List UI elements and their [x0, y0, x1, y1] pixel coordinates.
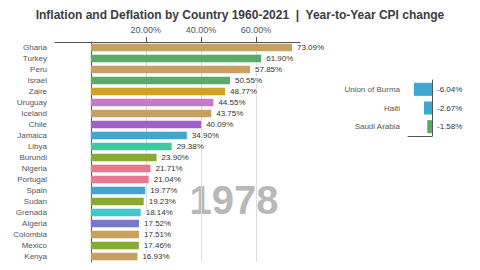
svg-text:61.90%: 61.90% [266, 54, 293, 63]
svg-text:Kenya: Kenya [24, 252, 47, 261]
svg-text:Zaire: Zaire [29, 87, 48, 96]
svg-text:Israel: Israel [27, 76, 47, 85]
svg-text:48.77%: 48.77% [230, 87, 257, 96]
svg-text:40.09%: 40.09% [206, 120, 233, 129]
svg-text:Chile: Chile [29, 120, 48, 129]
svg-text:60.00%: 60.00% [241, 25, 272, 35]
svg-text:Turkey: Turkey [23, 54, 47, 63]
svg-text:29.38%: 29.38% [177, 142, 204, 151]
svg-text:17.52%: 17.52% [144, 219, 171, 228]
svg-text:1978: 1978 [190, 178, 279, 222]
svg-text:40.00%: 40.00% [186, 25, 217, 35]
svg-text:20.00%: 20.00% [131, 25, 162, 35]
svg-text:-6.04%: -6.04% [437, 85, 462, 94]
svg-text:Jamaica: Jamaica [17, 131, 47, 140]
svg-text:Uruguay: Uruguay [17, 98, 47, 107]
svg-text:Nigeria: Nigeria [22, 164, 48, 173]
svg-text:21.04%: 21.04% [154, 175, 181, 184]
svg-text:34.90%: 34.90% [192, 131, 219, 140]
svg-text:Haiti: Haiti [384, 104, 400, 113]
svg-text:50.55%: 50.55% [235, 76, 262, 85]
svg-text:Burundi: Burundi [19, 153, 47, 162]
svg-text:Grenada: Grenada [16, 208, 48, 217]
svg-text:-1.58%: -1.58% [437, 122, 462, 131]
svg-text:44.55%: 44.55% [218, 98, 245, 107]
svg-text:Union of Burma: Union of Burma [344, 85, 400, 94]
svg-text:43.75%: 43.75% [216, 109, 243, 118]
svg-text:73.09%: 73.09% [297, 43, 324, 52]
svg-text:21.71%: 21.71% [156, 164, 183, 173]
svg-text:Iceland: Iceland [21, 109, 47, 118]
svg-text:Libya: Libya [28, 142, 48, 151]
svg-text:Spain: Spain [27, 186, 47, 195]
svg-text:17.46%: 17.46% [144, 241, 171, 250]
svg-text:Colombia: Colombia [13, 230, 47, 239]
svg-text:Algeria: Algeria [22, 219, 47, 228]
svg-text:19.23%: 19.23% [149, 197, 176, 206]
svg-text:18.14%: 18.14% [146, 208, 173, 217]
svg-text:17.51%: 17.51% [144, 230, 171, 239]
svg-text:Ghana: Ghana [23, 43, 48, 52]
svg-text:57.85%: 57.85% [255, 65, 282, 74]
svg-text:Saudi Arabia: Saudi Arabia [355, 122, 401, 131]
svg-text:-2.67%: -2.67% [437, 104, 462, 113]
svg-text:23.90%: 23.90% [162, 153, 189, 162]
svg-text:16.93%: 16.93% [142, 252, 169, 261]
svg-text:Peru: Peru [30, 65, 47, 74]
svg-text:19.77%: 19.77% [150, 186, 177, 195]
svg-text:Inflation and Deflation by Cou: Inflation and Deflation by Country 1960-… [36, 8, 445, 22]
svg-text:Sudan: Sudan [24, 197, 47, 206]
svg-text:Portugal: Portugal [17, 175, 47, 184]
svg-text:Mexico: Mexico [22, 241, 48, 250]
